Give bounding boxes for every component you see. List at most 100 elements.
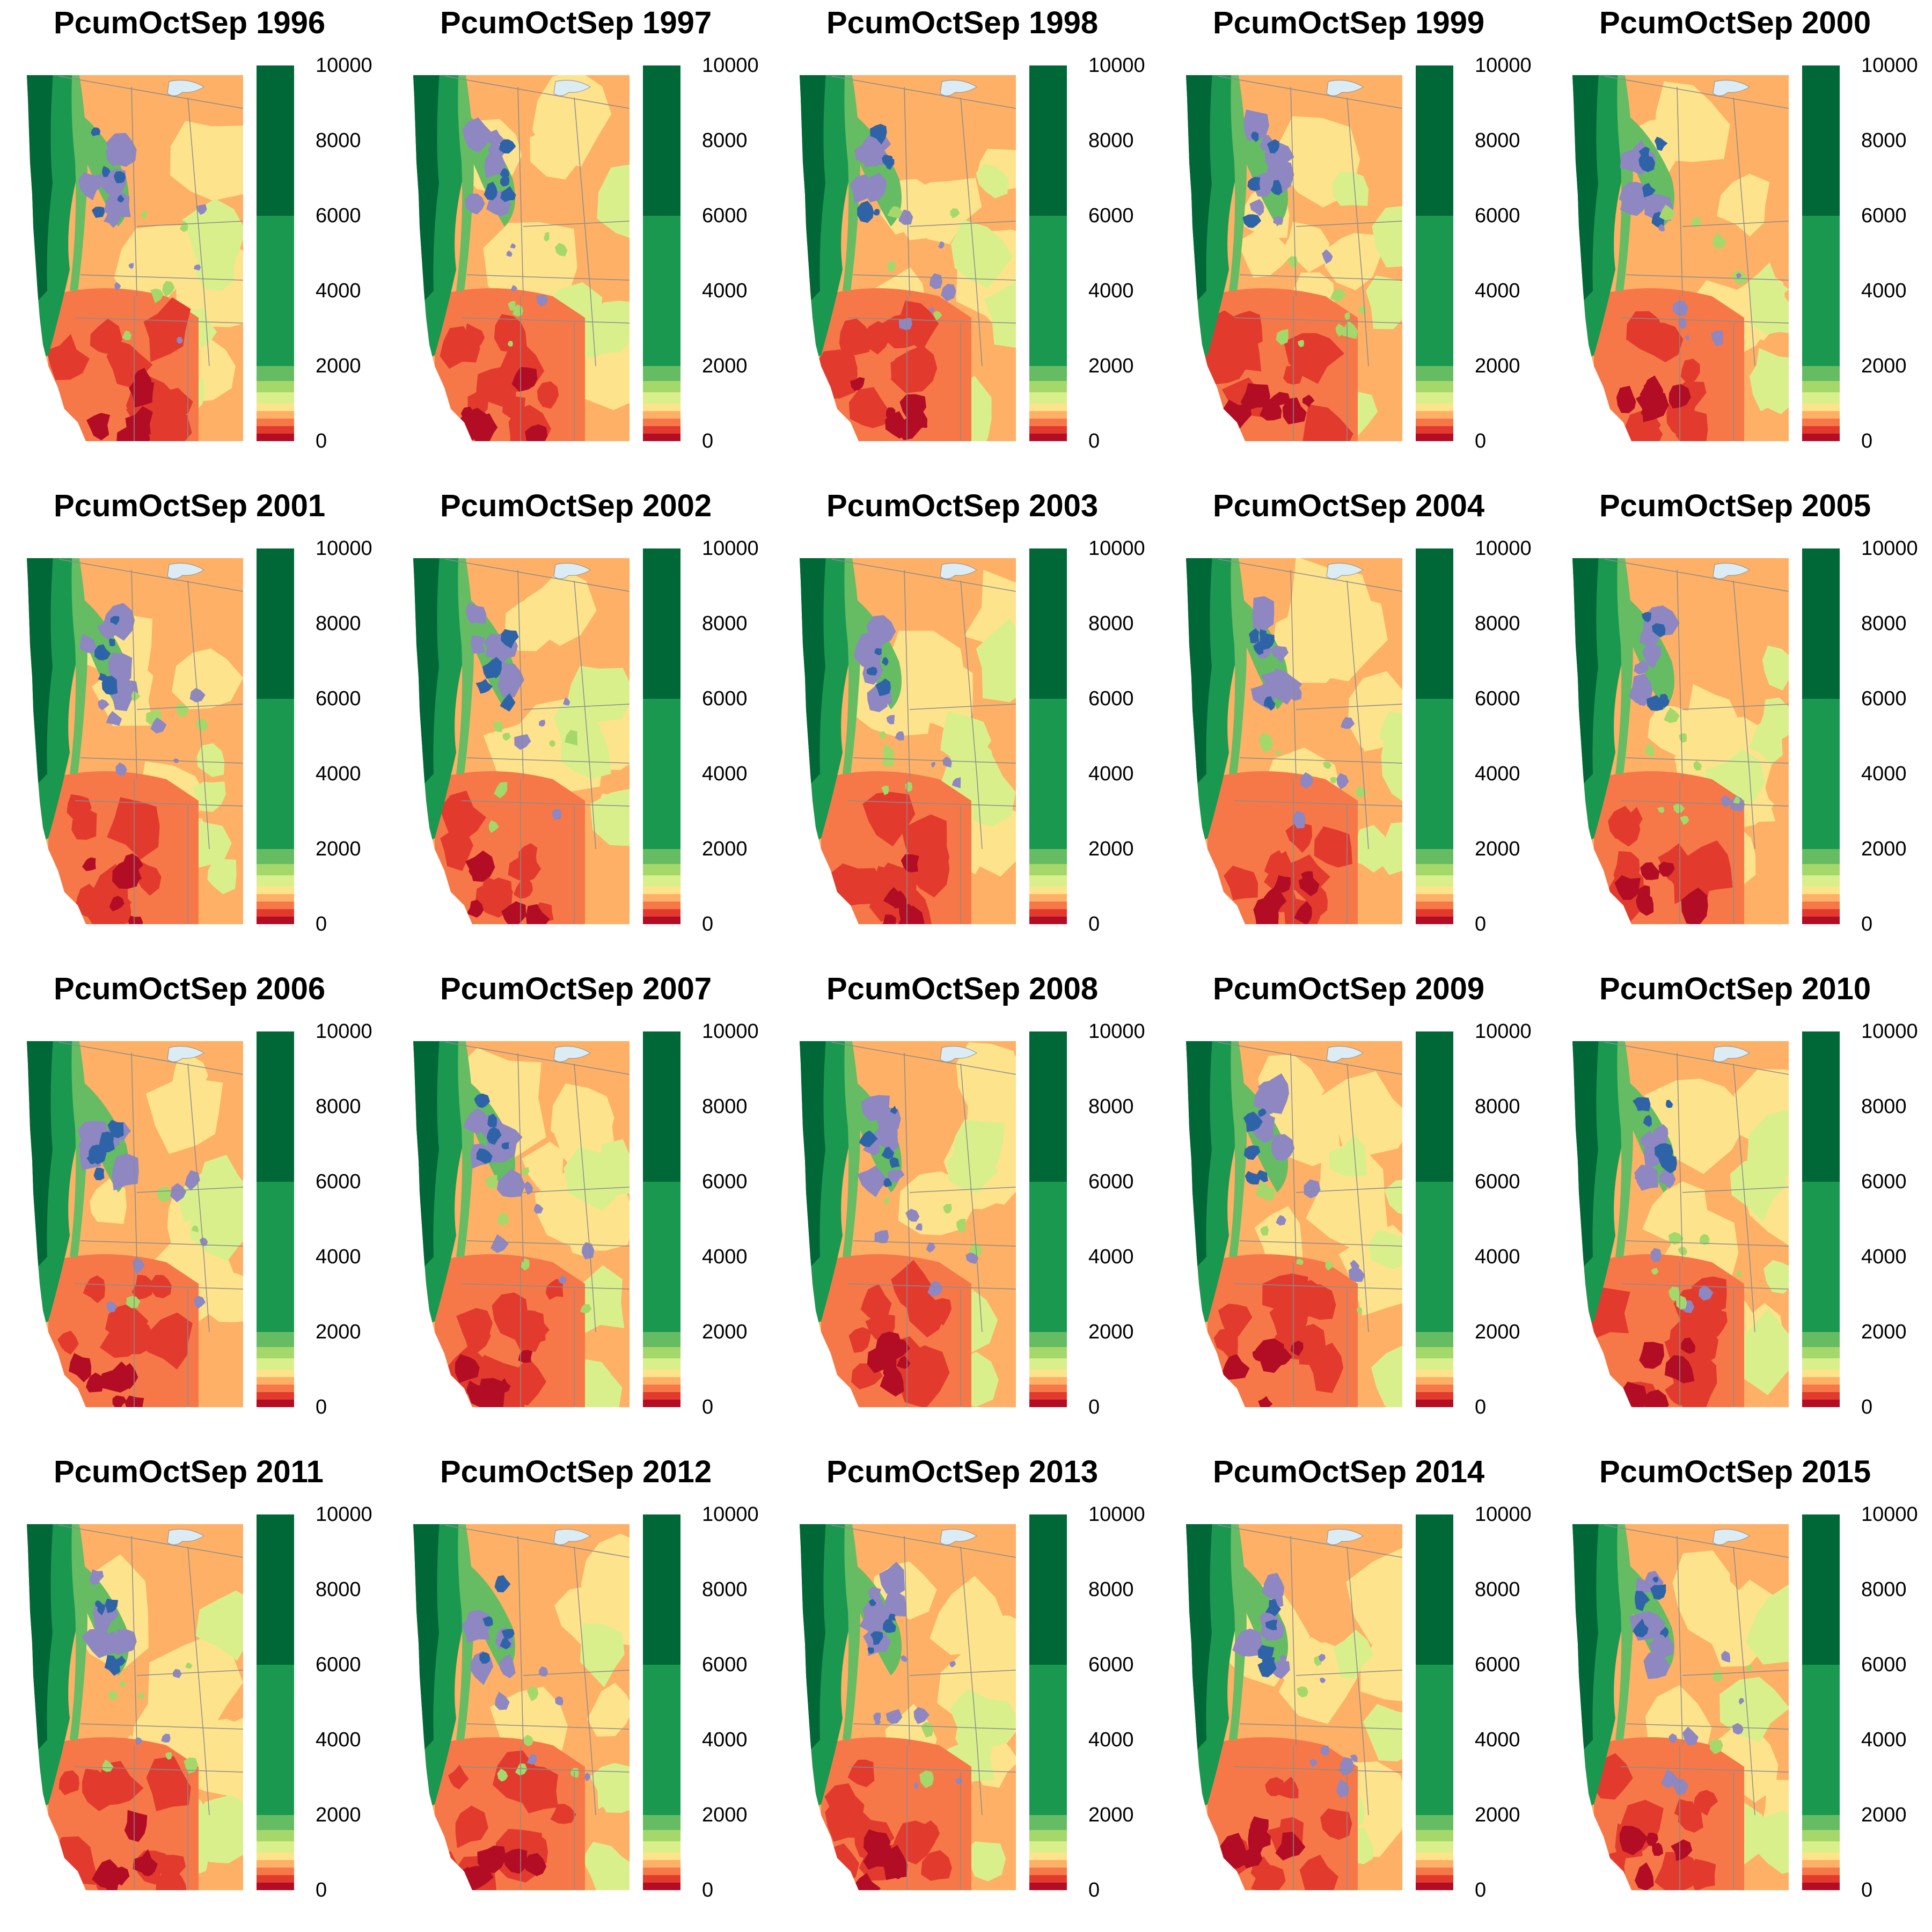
colorbar — [1029, 65, 1067, 441]
colorbar-ticks: 0 2000 4000 6000 8000 10000 — [702, 1504, 772, 1900]
colorbar-tick-label: 8000 — [316, 129, 361, 152]
colorbar-segment — [1802, 902, 1840, 909]
colorbar-tick-label: 0 — [1088, 1396, 1100, 1418]
panel-title: PcumOctSep 1997 — [440, 5, 712, 40]
colorbar-tick-label: 2000 — [1861, 355, 1907, 377]
colorbar-tick-label: 6000 — [1475, 1170, 1520, 1193]
colorbar-tick-label: 0 — [1861, 430, 1873, 452]
colorbar-tick-label: 8000 — [1088, 129, 1134, 152]
colorbar-tick-label: 4000 — [1861, 1246, 1907, 1268]
colorbar-tick-label: 10000 — [1088, 1020, 1145, 1043]
colorbar-tick-label: 4000 — [702, 1246, 748, 1268]
colorbar-ticks: 0 2000 4000 6000 8000 10000 — [1475, 55, 1545, 451]
colorbar-segment — [257, 1830, 294, 1841]
colorbar-tick-label: 6000 — [316, 1170, 361, 1193]
precipitation-map — [413, 1524, 630, 1890]
colorbar-segment — [643, 699, 680, 849]
colorbar-tick-label: 0 — [702, 1396, 714, 1418]
colorbar-tick-label: 0 — [316, 913, 327, 935]
colorbar-tick-label: 10000 — [1088, 54, 1145, 77]
colorbar — [1802, 1031, 1840, 1407]
colorbar-segment — [1029, 1358, 1067, 1370]
colorbar-segment — [1416, 1875, 1453, 1883]
map-fill-layer — [413, 558, 630, 924]
colorbar-segment — [643, 902, 680, 909]
colorbar-segment — [257, 1182, 294, 1332]
colorbar-tick-label: 8000 — [1088, 1095, 1134, 1118]
colorbar-ticks: 0 2000 4000 6000 8000 10000 — [1088, 1021, 1158, 1417]
colorbar-segment — [643, 875, 680, 887]
colorbar-tick-label: 6000 — [1088, 687, 1134, 710]
colorbar-segment — [257, 1392, 294, 1400]
colorbar-segment — [1029, 1332, 1067, 1347]
boundary-lines — [831, 1525, 1016, 1890]
precipitation-map — [800, 558, 1016, 924]
colorbar-segment — [257, 1860, 294, 1868]
colorbar-segment — [1802, 419, 1840, 426]
colorbar-tick-label: 2000 — [1861, 838, 1907, 860]
colorbar-segment — [1029, 1347, 1067, 1358]
colorbar-tick-label: 4000 — [702, 1729, 748, 1751]
colorbar-tick-label: 4000 — [316, 763, 361, 785]
panel-title: PcumOctSep 1999 — [1213, 5, 1485, 40]
colorbar-segment — [1802, 411, 1840, 419]
colorbar-tick-label: 10000 — [1475, 1020, 1532, 1043]
map-panel: PcumOctSep 2001 0 2000 4000 6000 8000 10000 — [0, 483, 386, 966]
panel-title: PcumOctSep 1996 — [54, 5, 326, 40]
colorbar-ticks: 0 2000 4000 6000 8000 10000 — [702, 538, 772, 934]
colorbar-tick-label: 0 — [316, 1396, 327, 1418]
colorbar-segment — [643, 426, 680, 434]
panel-title: PcumOctSep 2010 — [1599, 971, 1871, 1006]
colorbar-segment — [1416, 434, 1453, 441]
map-fill-layer — [800, 1524, 1016, 1890]
map-panel: PcumOctSep 2010 0 2000 4000 6000 8000 10000 — [1546, 966, 1932, 1449]
precipitation-map — [1572, 75, 1789, 441]
map-panel: PcumOctSep 1996 0 2000 4000 6000 8000 10000 — [0, 0, 386, 483]
precipitation-map — [1572, 558, 1789, 924]
colorbar-segment — [1029, 1665, 1067, 1815]
colorbar-segment — [257, 887, 294, 894]
colorbar-segment — [1029, 392, 1067, 404]
map-panel: PcumOctSep 2013 0 2000 4000 6000 8000 10000 — [773, 1449, 1159, 1932]
colorbar-tick-label: 8000 — [1475, 129, 1520, 152]
colorbar-segment — [1029, 1868, 1067, 1875]
colorbar-segment — [1416, 426, 1453, 434]
colorbar-tick-label: 10000 — [1088, 537, 1145, 560]
boundary-lines — [1218, 76, 1402, 441]
colorbar-tick-label: 0 — [316, 430, 327, 452]
map-fill-layer — [27, 558, 243, 924]
colorbar-tick-label: 6000 — [1861, 1170, 1907, 1193]
colorbar-ticks: 0 2000 4000 6000 8000 10000 — [316, 55, 385, 451]
lake-shape — [1713, 563, 1750, 579]
colorbar-tick-label: 4000 — [702, 280, 748, 302]
colorbar-segment — [1802, 1830, 1840, 1841]
colorbar-segment — [1416, 1514, 1453, 1665]
colorbar-tick-label: 4000 — [1088, 1729, 1134, 1751]
lake-shape — [553, 80, 591, 96]
colorbar-tick-label: 2000 — [1475, 355, 1520, 377]
colorbar-tick-label: 6000 — [1475, 204, 1520, 227]
colorbar-tick-label: 10000 — [1475, 54, 1532, 77]
colorbar-tick-label: 0 — [1861, 913, 1873, 935]
colorbar-tick-label: 2000 — [1088, 1321, 1134, 1343]
colorbar-tick-label: 0 — [1475, 1396, 1487, 1418]
colorbar-segment — [1416, 1182, 1453, 1332]
colorbar-tick-label: 4000 — [316, 280, 361, 302]
colorbar-tick-label: 4000 — [316, 1246, 361, 1268]
colorbar — [1802, 65, 1840, 441]
colorbar-segment — [1802, 65, 1840, 216]
colorbar-tick-label: 8000 — [1475, 1095, 1520, 1118]
colorbar-tick-label: 2000 — [1475, 1321, 1520, 1343]
colorbar-segment — [1029, 1182, 1067, 1332]
colorbar-segment — [643, 65, 680, 216]
map-panel: PcumOctSep 2011 0 2000 4000 6000 8000 10000 — [0, 1449, 386, 1932]
colorbar-segment — [257, 1332, 294, 1347]
colorbar-segment — [257, 699, 294, 849]
map-fill-layer — [800, 75, 1016, 441]
colorbar-segment — [643, 404, 680, 411]
colorbar-tick-label: 6000 — [316, 204, 361, 227]
colorbar-segment — [1416, 411, 1453, 419]
colorbar-segment — [1802, 1385, 1840, 1392]
colorbar-tick-label: 4000 — [1861, 1729, 1907, 1751]
colorbar — [1416, 1031, 1453, 1407]
